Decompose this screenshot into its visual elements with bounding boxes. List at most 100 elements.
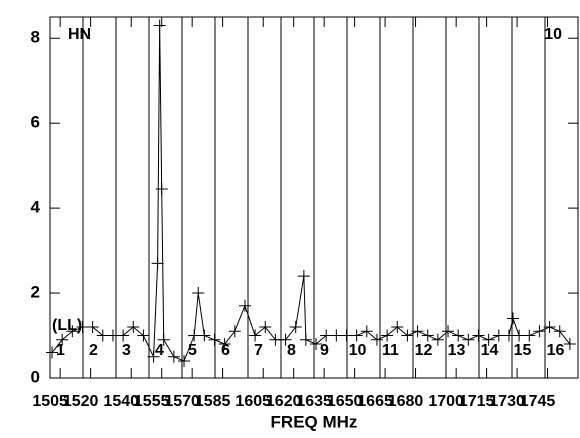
data-point — [401, 329, 414, 342]
x-tick-label: 1680 — [388, 393, 424, 410]
channel-label: 1 — [56, 342, 65, 359]
channel-label: 5 — [188, 342, 197, 359]
data-point — [153, 19, 166, 32]
channel-label: 4 — [155, 342, 164, 359]
data-point — [391, 321, 404, 334]
data-point — [269, 333, 282, 346]
data-point — [563, 338, 576, 351]
data-point — [472, 329, 485, 342]
data-point — [513, 329, 526, 342]
channel-label: 10 — [349, 342, 367, 359]
channel-label: 7 — [254, 342, 263, 359]
data-point — [178, 355, 191, 368]
data-point — [482, 333, 495, 346]
x-tick-label: 1555 — [134, 393, 170, 410]
y-tick-label: 2 — [31, 283, 40, 302]
data-point — [381, 329, 394, 342]
x-tick-label: 1570 — [164, 393, 200, 410]
data-point — [96, 329, 109, 342]
data-point — [155, 183, 168, 196]
data-point — [442, 325, 455, 338]
data-point — [543, 321, 556, 334]
y-tick-label: 0 — [31, 367, 40, 386]
x-tick-label: 1620 — [266, 393, 302, 410]
x-axis-label: FREQ MHz — [271, 412, 358, 431]
data-point — [259, 321, 272, 334]
data-point — [370, 333, 383, 346]
x-tick-label: 1650 — [327, 393, 363, 410]
channel-label: 3 — [122, 342, 131, 359]
data-point — [502, 329, 515, 342]
data-point — [188, 329, 201, 342]
data-point — [507, 312, 520, 325]
data-point — [56, 333, 69, 346]
channel-label: 9 — [320, 342, 329, 359]
data-point — [279, 333, 292, 346]
x-tick-label: 1745 — [520, 393, 556, 410]
data-point — [76, 321, 89, 334]
data-point — [411, 325, 424, 338]
x-tick-label: 1700 — [428, 393, 464, 410]
data-point — [66, 325, 79, 338]
data-point — [167, 350, 180, 363]
data-point — [151, 257, 164, 270]
data-point — [330, 329, 343, 342]
data-point — [198, 329, 211, 342]
data-point — [553, 325, 566, 338]
data-point — [360, 325, 373, 338]
data-point — [289, 321, 302, 334]
x-tick-label: 1505 — [32, 393, 68, 410]
data-point — [46, 346, 59, 359]
data-point — [421, 329, 434, 342]
data-line — [51, 25, 571, 362]
x-tick-label: 1605 — [235, 393, 271, 410]
channel-label: 16 — [547, 342, 565, 359]
data-point — [320, 329, 333, 342]
data-point — [533, 325, 546, 338]
data-point — [127, 321, 140, 334]
data-point — [208, 333, 221, 346]
data-point — [238, 299, 251, 312]
data-point — [431, 333, 444, 346]
data-point — [350, 329, 363, 342]
data-point — [137, 329, 150, 342]
x-tick-label: 1520 — [63, 393, 99, 410]
channel-label: 2 — [89, 342, 98, 359]
data-point — [492, 329, 505, 342]
channel-label: 14 — [481, 342, 499, 359]
channel-label: 15 — [514, 342, 532, 359]
data-point — [452, 329, 465, 342]
x-tick-label: 1665 — [357, 393, 393, 410]
x-tick-label: 1585 — [195, 393, 231, 410]
y-tick-label: 8 — [31, 28, 40, 47]
channel-label: 8 — [287, 342, 296, 359]
data-point — [117, 329, 130, 342]
data-point — [249, 329, 262, 342]
data-point — [228, 325, 241, 338]
data-point — [218, 338, 231, 351]
data-point — [297, 270, 310, 283]
data-point — [299, 333, 312, 346]
channel-label: 6 — [221, 342, 230, 359]
corner-label: HN — [68, 26, 91, 43]
data-point — [523, 329, 536, 342]
x-tick-label: 1540 — [103, 393, 139, 410]
data-point — [106, 329, 119, 342]
data-point — [192, 287, 205, 300]
y-tick-label: 6 — [31, 113, 40, 132]
y-tick-label: 4 — [31, 198, 41, 217]
corner-label: 10 — [544, 26, 562, 43]
data-point — [462, 333, 475, 346]
data-point — [86, 321, 99, 334]
data-point — [147, 350, 160, 363]
channel-label: 13 — [448, 342, 466, 359]
channel-label: 12 — [415, 342, 433, 359]
x-tick-label: 1715 — [459, 393, 495, 410]
x-tick-label: 1730 — [489, 393, 525, 410]
channel-label: 11 — [382, 342, 399, 359]
data-point — [310, 338, 323, 351]
x-tick-label: 1635 — [296, 393, 332, 410]
data-point — [157, 333, 170, 346]
